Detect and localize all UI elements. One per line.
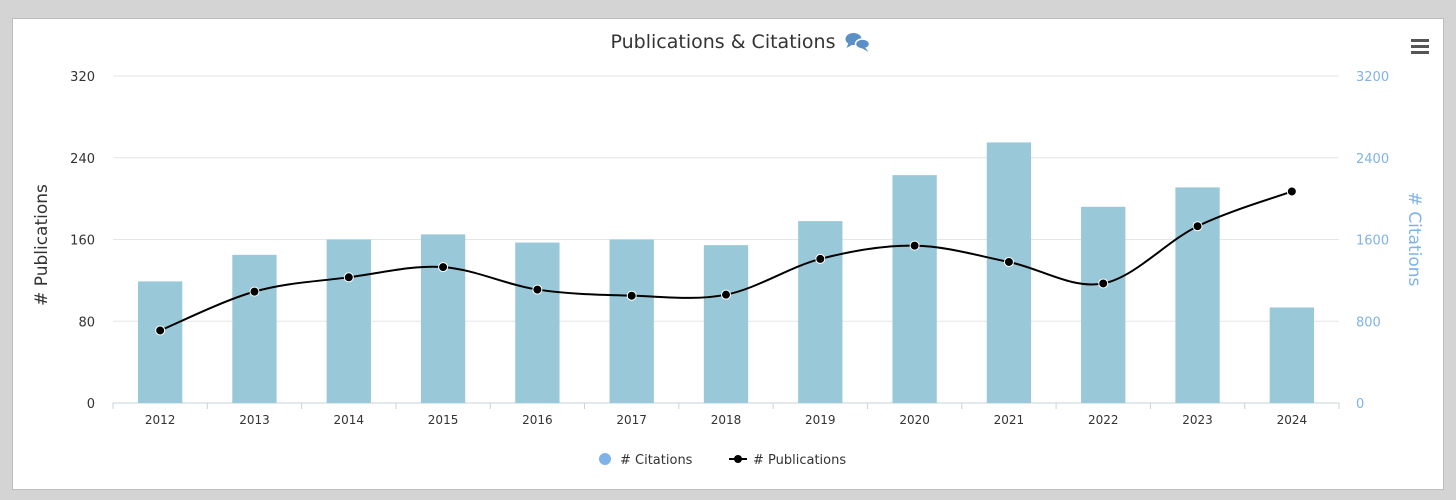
chart-svg: Publications & Citations 080160240320080… — [32, 31, 1431, 468]
citations-bar[interactable] — [232, 254, 277, 403]
chart-title: Publications & Citations — [611, 31, 836, 53]
legend-item-publications[interactable]: # Publications — [729, 453, 846, 468]
citations-bar[interactable] — [703, 245, 749, 403]
y-right-tick-label: 2400 — [1356, 152, 1389, 167]
legend-publications-label: # Publications — [753, 453, 846, 468]
x-tick-label: 2017 — [616, 413, 647, 427]
citations-bar[interactable] — [609, 239, 654, 404]
x-tick-label: 2019 — [805, 413, 836, 427]
x-tick-label: 2014 — [333, 413, 364, 427]
speech-bubbles-icon — [845, 33, 871, 52]
publications-point[interactable] — [1003, 256, 1014, 267]
publications-point[interactable] — [532, 284, 543, 295]
citations-bar[interactable] — [137, 281, 183, 403]
citations-bar[interactable] — [798, 221, 843, 403]
publications-point[interactable] — [626, 290, 637, 301]
citations-bar[interactable] — [420, 234, 466, 403]
citations-bar[interactable] — [986, 142, 1032, 403]
y-right-tick-label: 3200 — [1356, 70, 1389, 85]
publications-point[interactable] — [249, 286, 260, 297]
legend-citations-label: # Citations — [620, 453, 693, 468]
y-right-tick-label: 0 — [1356, 397, 1364, 412]
citations-bars — [137, 142, 1315, 404]
x-tick-label: 2016 — [522, 413, 553, 427]
publications-points — [155, 186, 1297, 336]
citations-bar[interactable] — [892, 175, 937, 403]
citations-bar[interactable] — [515, 242, 560, 403]
publications-point[interactable] — [1286, 186, 1297, 197]
x-tick-label: 2022 — [1088, 413, 1119, 427]
y-axis-left-title: # Publications — [32, 184, 52, 306]
publications-point[interactable] — [1098, 278, 1109, 289]
publications-point[interactable] — [343, 272, 354, 283]
legend-item-citations[interactable]: # Citations — [599, 453, 693, 468]
y-right-tick-label: 1600 — [1356, 234, 1389, 249]
publications-point[interactable] — [815, 253, 826, 264]
x-tick-label: 2024 — [1277, 413, 1308, 427]
citations-bar[interactable] — [1269, 307, 1315, 403]
x-tick-label: 2012 — [145, 413, 176, 427]
y-left-tick-label: 320 — [70, 70, 95, 85]
x-tick-label: 2013 — [239, 413, 270, 427]
publications-point[interactable] — [1192, 221, 1203, 232]
publications-point[interactable] — [438, 262, 449, 273]
publications-point[interactable] — [909, 240, 920, 251]
publications-point[interactable] — [155, 325, 166, 336]
y-axis-right-title: # Citations — [1404, 192, 1424, 287]
citations-bar[interactable] — [1081, 206, 1126, 403]
y-left-tick-label: 80 — [78, 315, 95, 330]
y-left-tick-label: 0 — [87, 397, 95, 412]
x-tick-label: 2021 — [994, 413, 1025, 427]
y-right-tick-label: 800 — [1356, 315, 1381, 330]
x-tick-label: 2015 — [428, 413, 459, 427]
x-tick-label: 2023 — [1182, 413, 1213, 427]
y-left-tick-label: 240 — [70, 152, 95, 167]
y-left-tick-label: 160 — [70, 234, 95, 249]
publications-point[interactable] — [721, 289, 731, 300]
citations-bar[interactable] — [326, 239, 371, 404]
chart-panel: Publications & Citations 0 80 160 240 320 0 80… — [12, 18, 1444, 490]
x-tick-label: 2020 — [899, 413, 930, 427]
legend: # Citations # Publications — [599, 453, 846, 468]
hamburger-menu-icon[interactable] — [1409, 39, 1431, 57]
x-tick-label: 2018 — [711, 413, 742, 427]
